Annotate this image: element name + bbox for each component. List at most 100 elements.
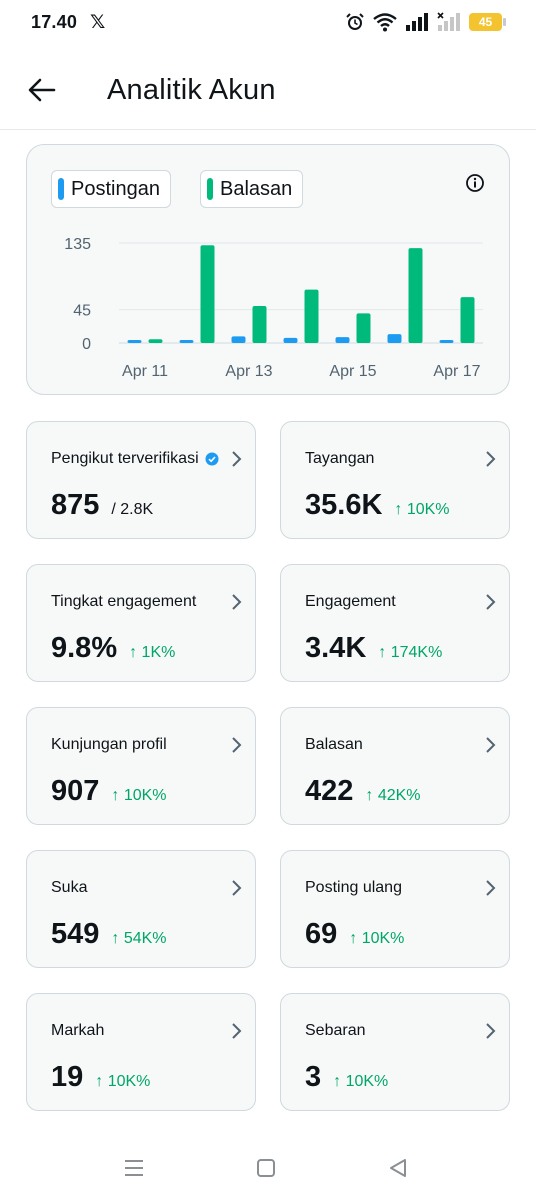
verified-badge-icon — [205, 452, 219, 466]
metric-card-kunjungan-profil[interactable]: Kunjungan profil 907 ↑ 10K% — [26, 707, 256, 825]
metric-change: ↑ 54K% — [111, 930, 167, 947]
home-square-icon[interactable] — [254, 1156, 278, 1180]
chevron-right-icon — [486, 1023, 496, 1039]
x-logo-icon: 𝕏 — [90, 12, 106, 33]
back-triangle-icon[interactable] — [386, 1156, 410, 1180]
metric-value: 549 — [51, 918, 100, 950]
metric-change: ↑ 10K% — [333, 1073, 389, 1090]
metric-value-row: 907 ↑ 10K% — [51, 775, 167, 808]
metric-card-sebaran[interactable]: Sebaran 3 ↑ 10K% — [280, 993, 510, 1111]
chevron-right-icon — [486, 880, 496, 896]
wifi-icon — [373, 13, 397, 32]
bar-balasan-apr-11[interactable] — [148, 339, 163, 343]
metric-value: 907 — [51, 775, 100, 807]
metric-value-row: 69 ↑ 10K% — [305, 918, 404, 951]
status-time: 17.40 — [31, 12, 78, 32]
metric-value: 3 — [305, 1061, 322, 1093]
metric-label: Balasan — [305, 736, 363, 753]
legend-balasan[interactable]: Balasan — [200, 170, 304, 208]
system-nav-bar — [0, 1140, 536, 1200]
legend-label-balasan: Balasan — [220, 177, 293, 200]
bar-postingan-apr-11[interactable] — [127, 340, 142, 343]
chevron-right-icon — [232, 451, 242, 467]
signal-icon — [406, 13, 428, 31]
x-tick-label: Apr 13 — [225, 363, 272, 380]
legend-swatch-balasan — [207, 178, 213, 200]
metric-label: Kunjungan profil — [51, 736, 167, 753]
battery-icon: 45 — [469, 13, 506, 31]
metric-card-tayangan[interactable]: Tayangan 35.6K ↑ 10K% — [280, 421, 510, 539]
activity-chart-card: Postingan Balasan 0 45 135 Apr 11 Apr 13 Apr … — [26, 144, 510, 395]
legend-swatch-postingan — [58, 178, 64, 200]
metric-card-pengikut-terverifikasi[interactable]: Pengikut terverifikasi 875 / 2.8K — [26, 421, 256, 539]
legend-postingan[interactable]: Postingan — [51, 170, 171, 208]
bar-postingan-apr-16[interactable] — [387, 334, 402, 343]
bar-postingan-apr-14[interactable] — [283, 337, 298, 343]
bar-balasan-apr-15[interactable] — [356, 313, 371, 343]
metric-value: 19 — [51, 1061, 84, 1093]
metric-label: Markah — [51, 1022, 105, 1039]
status-icons: 45 — [345, 12, 506, 32]
metric-value-row: 3 ↑ 10K% — [305, 1061, 388, 1094]
bar-balasan-apr-14[interactable] — [304, 289, 319, 343]
legend-label-postingan: Postingan — [71, 177, 160, 200]
metric-change: ↑ 174K% — [378, 644, 443, 661]
bar-balasan-apr-12[interactable] — [200, 245, 215, 343]
metric-card-engagement[interactable]: Engagement 3.4K ↑ 174K% — [280, 564, 510, 682]
bar-balasan-apr-17[interactable] — [460, 297, 475, 343]
info-icon[interactable] — [465, 173, 485, 193]
x-tick-label: Apr 15 — [329, 363, 376, 380]
metric-value: 9.8% — [51, 632, 118, 664]
metric-value: 35.6K — [305, 489, 383, 521]
metric-card-markah[interactable]: Markah 19 ↑ 10K% — [26, 993, 256, 1111]
metric-value: 3.4K — [305, 632, 367, 664]
metric-change: ↑ 10K% — [111, 787, 167, 804]
metric-label: Engagement — [305, 593, 396, 610]
y-tick-label: 45 — [73, 303, 91, 320]
x-tick-label: Apr 11 — [122, 363, 168, 380]
metric-card-posting-ulang[interactable]: Posting ulang 69 ↑ 10K% — [280, 850, 510, 968]
metric-card-balasan[interactable]: Balasan 422 ↑ 42K% — [280, 707, 510, 825]
metric-label: Sebaran — [305, 1022, 366, 1039]
page-title: Analitik Akun — [107, 74, 276, 106]
metric-label: Suka — [51, 879, 88, 896]
metric-label: Pengikut terverifikasi — [51, 450, 199, 467]
metric-value: 875 — [51, 489, 100, 521]
metric-change: ↑ 10K% — [394, 501, 450, 518]
metric-value: 69 — [305, 918, 338, 950]
metric-card-suka[interactable]: Suka 549 ↑ 54K% — [26, 850, 256, 968]
metric-card-tingkat-engagement[interactable]: Tingkat engagement 9.8% ↑ 1K% — [26, 564, 256, 682]
metric-value: 422 — [305, 775, 354, 807]
chevron-right-icon — [232, 737, 242, 753]
metric-label: Posting ulang — [305, 879, 402, 896]
chevron-right-icon — [232, 594, 242, 610]
signal-no-service-icon — [437, 12, 460, 31]
status-bar: 17.40 𝕏 45 — [0, 0, 536, 48]
bar-postingan-apr-17[interactable] — [439, 340, 454, 343]
metric-value-row: 9.8% ↑ 1K% — [51, 632, 175, 665]
bar-postingan-apr-13[interactable] — [231, 336, 246, 343]
metric-change: ↑ 42K% — [365, 787, 421, 804]
chevron-right-icon — [486, 594, 496, 610]
metric-value-row: 875 / 2.8K — [51, 489, 153, 522]
metric-change: ↑ 10K% — [349, 930, 405, 947]
chevron-right-icon — [486, 451, 496, 467]
page-header: Analitik Akun — [0, 56, 536, 130]
metric-label: Tingkat engagement — [51, 593, 197, 610]
bar-balasan-apr-16[interactable] — [408, 248, 423, 343]
metric-label: Tayangan — [305, 450, 375, 467]
bar-postingan-apr-12[interactable] — [179, 340, 194, 343]
metric-value-row: 3.4K ↑ 174K% — [305, 632, 442, 665]
menu-icon[interactable] — [122, 1156, 146, 1180]
y-tick-label: 135 — [64, 236, 91, 253]
metric-change: ↑ 1K% — [129, 644, 176, 661]
x-tick-label: Apr 17 — [433, 363, 480, 380]
bar-balasan-apr-13[interactable] — [252, 305, 267, 343]
bar-postingan-apr-15[interactable] — [335, 337, 350, 343]
bar-chart: 0 45 135 Apr 11 Apr 13 Apr 15 Apr 17 — [64, 236, 483, 380]
metric-value-row: 422 ↑ 42K% — [305, 775, 421, 808]
arrow-left-icon[interactable] — [26, 74, 58, 106]
alarm-icon — [346, 13, 364, 30]
metric-value-row: 35.6K ↑ 10K% — [305, 489, 450, 522]
metric-value-row: 549 ↑ 54K% — [51, 918, 167, 951]
